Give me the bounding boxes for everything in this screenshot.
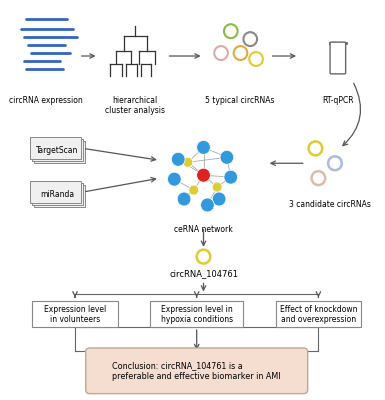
Circle shape <box>189 185 199 195</box>
Circle shape <box>197 168 210 182</box>
Circle shape <box>212 192 226 206</box>
FancyBboxPatch shape <box>330 42 346 74</box>
Text: Conclusion: circRNA_104761 is a
preferable and effective biomarker in AMI: Conclusion: circRNA_104761 is a preferab… <box>112 361 281 380</box>
FancyBboxPatch shape <box>151 301 243 327</box>
FancyBboxPatch shape <box>32 140 83 161</box>
Circle shape <box>212 182 222 192</box>
FancyBboxPatch shape <box>276 301 361 327</box>
Text: Expression level
in volunteers: Expression level in volunteers <box>44 304 106 324</box>
Text: circRNA_104761: circRNA_104761 <box>169 270 238 278</box>
FancyBboxPatch shape <box>30 138 81 159</box>
Text: ceRNA network: ceRNA network <box>174 225 233 234</box>
FancyBboxPatch shape <box>30 181 81 203</box>
Circle shape <box>220 150 234 164</box>
FancyBboxPatch shape <box>86 348 308 394</box>
Text: 5 typical circRNAs: 5 typical circRNAs <box>205 96 274 105</box>
Text: hierarchical
cluster analysis: hierarchical cluster analysis <box>105 96 166 115</box>
Text: 3 candidate circRNAs: 3 candidate circRNAs <box>289 200 371 209</box>
Text: Effect of knockdown
and overexpression: Effect of knockdown and overexpression <box>280 304 357 324</box>
Circle shape <box>197 140 210 154</box>
Text: miRanda: miRanda <box>40 190 75 198</box>
Text: TargetScan: TargetScan <box>36 146 79 155</box>
Circle shape <box>224 170 238 184</box>
Text: RT-qPCR: RT-qPCR <box>322 96 354 105</box>
Circle shape <box>177 192 191 206</box>
Text: circRNA expression: circRNA expression <box>9 96 83 105</box>
FancyBboxPatch shape <box>34 185 85 207</box>
FancyBboxPatch shape <box>34 142 85 163</box>
Circle shape <box>201 198 214 212</box>
Circle shape <box>171 152 185 166</box>
Text: Expression level in
hypoxia conditions: Expression level in hypoxia conditions <box>161 304 233 324</box>
FancyBboxPatch shape <box>32 183 83 205</box>
Circle shape <box>167 172 181 186</box>
FancyBboxPatch shape <box>32 301 118 327</box>
Circle shape <box>183 157 193 167</box>
